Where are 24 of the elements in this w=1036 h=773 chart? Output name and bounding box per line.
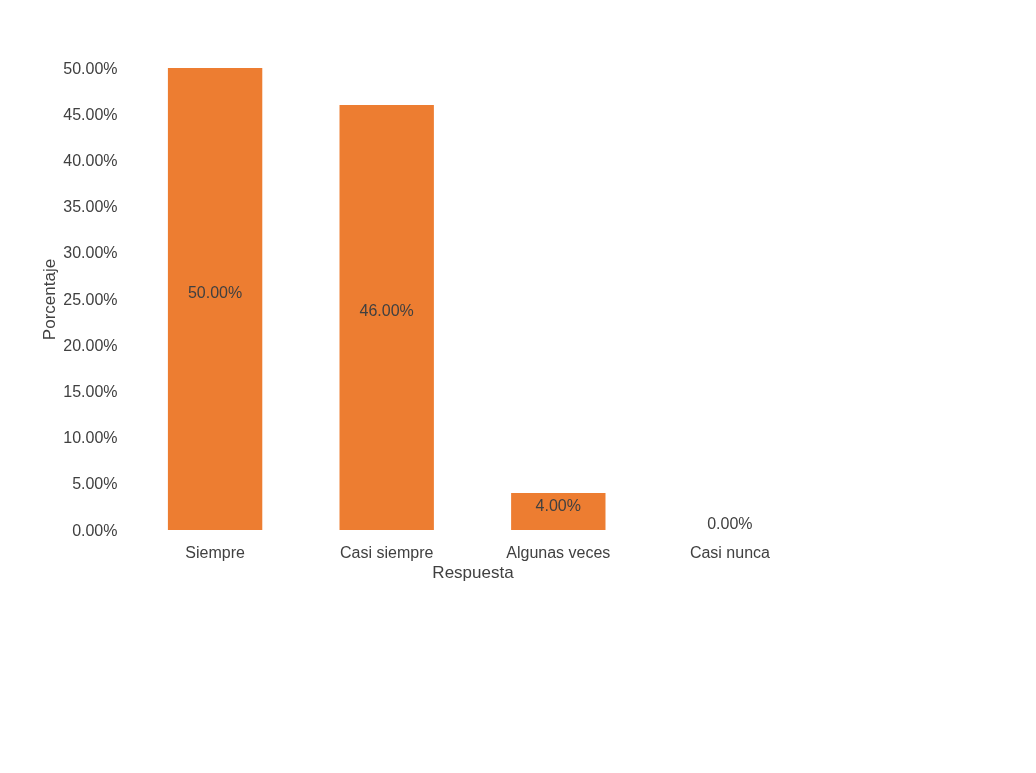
- y-tick-label: 30.00%: [63, 244, 118, 262]
- data-label: 46.00%: [359, 302, 414, 320]
- y-tick-label: 10.00%: [63, 429, 118, 447]
- y-tick-label: 35.00%: [63, 198, 118, 216]
- y-tick-label: 25.00%: [63, 290, 118, 308]
- data-label: 4.00%: [535, 496, 581, 514]
- x-tick-label: Algunas veces: [506, 543, 611, 561]
- data-label: 50.00%: [187, 284, 243, 301]
- x-tick-label: Casi siempre: [340, 543, 434, 561]
- y-tick-label: 40.00%: [63, 151, 118, 169]
- bar: [511, 493, 606, 530]
- y-tick-label: 5.00%: [72, 475, 118, 493]
- y-axis-title: Porcentaje: [40, 258, 60, 341]
- y-tick-label: 15.00%: [63, 382, 118, 400]
- y-tick-label: 50.00%: [63, 59, 118, 77]
- y-tick-label: 0.00%: [72, 521, 118, 539]
- x-axis-title: Respuesta: [432, 562, 515, 582]
- y-tick-label: 20.00%: [63, 336, 118, 354]
- data-label: 0.00%: [707, 515, 753, 532]
- bar: [339, 104, 434, 530]
- x-tick-label: Casi nunca: [689, 543, 771, 561]
- bar: [167, 68, 263, 530]
- y-tick-label: 45.00%: [63, 105, 118, 123]
- x-tick-label: Siempre: [185, 543, 245, 561]
